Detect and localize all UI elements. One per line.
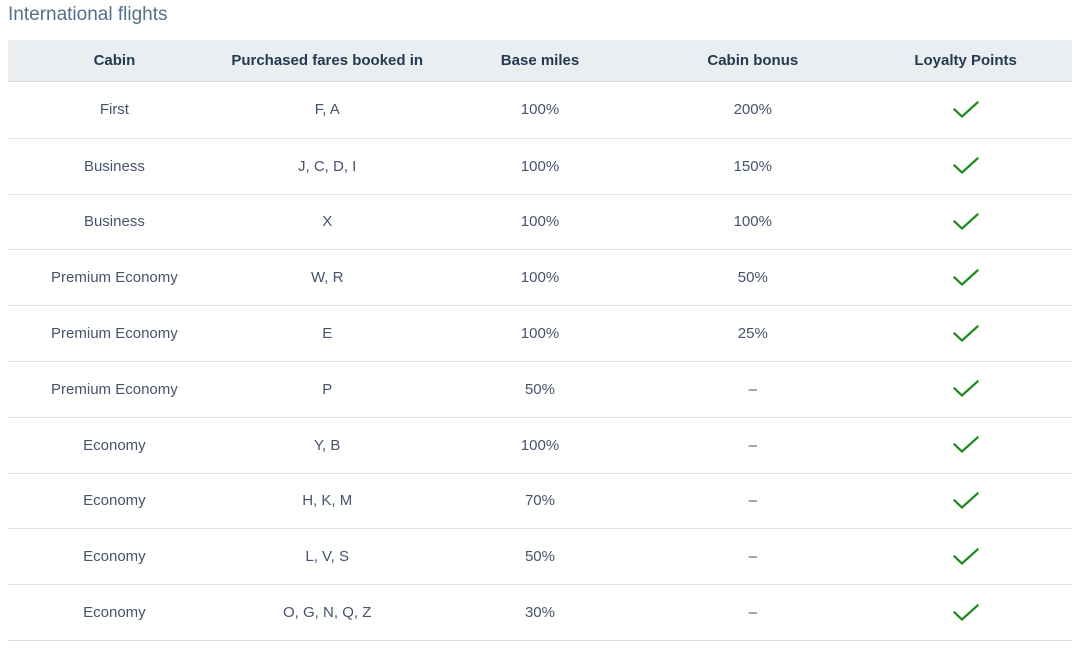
cell-purchased-fares: L, V, S [305,548,350,566]
cell-loyalty-points [859,100,1072,119]
international-flights-table: Cabin Purchased fares booked in Base mil… [8,40,1072,641]
table-row: Premium Economy W, R 100% 50% [8,249,1072,305]
cell-loyalty-points [859,212,1072,231]
cell-purchased-fares: E [322,325,333,343]
cell-cabin: Business [83,213,145,231]
cell-cabin-bonus: – [748,492,757,510]
table-header-row: Cabin Purchased fares booked in Base mil… [8,40,1072,82]
cell-base-miles: 100% [520,269,560,287]
table-body: First F, A 100% 200% Business J, C, D, I… [8,82,1072,640]
cell-cabin-bonus: – [748,548,757,566]
cell-loyalty-points [859,157,1072,175]
cell-base-miles: 70% [524,492,555,510]
cell-cabin-bonus: – [748,380,757,398]
column-header-cabin-bonus: Cabin bonus [707,52,799,69]
column-header-cabin: Cabin [93,52,136,69]
cell-loyalty-points [859,491,1072,510]
cell-loyalty-points [859,603,1072,622]
cell-cabin: Economy [83,492,146,510]
table-row: Business J, C, D, I 100% 150% [8,137,1072,194]
table-row: Economy H, K, M 70% – [8,472,1072,529]
column-header-purchased-fares: Purchased fares booked in [231,52,424,69]
cell-purchased-fares: F, A [314,101,340,119]
cell-cabin-bonus: 200% [733,101,772,119]
column-header-loyalty-points: Loyalty Points [914,52,1017,69]
cell-cabin: Economy [83,436,146,454]
table-row: Premium Economy P 50% – [8,360,1072,417]
cell-base-miles: 100% [520,157,560,175]
cell-cabin-bonus: 25% [737,325,768,343]
table-row: Premium Economy E 100% 25% [8,305,1072,361]
check-icon [952,268,979,286]
cell-loyalty-points [859,380,1072,398]
check-icon [952,324,979,342]
cell-loyalty-points [859,547,1072,566]
check-icon [952,380,979,398]
table-row: Economy Y, B 100% – [8,416,1072,473]
table-row: First F, A 100% 200% [8,82,1072,138]
cell-base-miles: 100% [520,436,560,454]
cell-loyalty-points [859,436,1072,454]
cell-purchased-fares: P [322,380,333,398]
cell-base-miles: 100% [520,101,560,119]
cell-purchased-fares: O, G, N, Q, Z [283,604,372,622]
column-header-base-miles: Base miles [500,52,580,69]
cell-cabin-bonus: 50% [737,269,768,287]
cell-purchased-fares: Y, B [313,436,341,454]
cell-cabin: Premium Economy [51,325,178,343]
check-icon [952,436,979,454]
cell-base-miles: 50% [524,548,555,566]
table-row: Economy L, V, S 50% – [8,528,1072,584]
cell-base-miles: 100% [520,213,560,231]
check-icon [952,547,979,565]
cell-cabin-bonus: – [748,436,757,454]
cell-cabin: Economy [83,548,146,566]
cell-cabin-bonus: 100% [733,213,772,231]
cell-purchased-fares: W, R [310,269,344,287]
check-icon [952,603,979,621]
cell-purchased-fares: X [322,213,333,231]
check-icon [952,100,979,118]
page-title: International flights [8,4,168,25]
cell-purchased-fares: H, K, M [302,492,353,510]
cell-cabin: First [99,101,129,119]
check-icon [952,491,979,509]
cell-loyalty-points [859,268,1072,287]
check-icon [952,157,979,175]
cell-cabin: Premium Economy [51,269,178,287]
cell-cabin: Business [83,157,145,175]
cell-base-miles: 30% [524,604,555,622]
check-icon [952,212,979,230]
cell-cabin-bonus: 150% [733,157,772,175]
cell-purchased-fares: J, C, D, I [298,157,357,175]
table-row: Economy O, G, N, Q, Z 30% – [8,584,1072,640]
table-row: Business X 100% 100% [8,193,1072,250]
cell-loyalty-points [859,324,1072,343]
cell-cabin: Economy [83,604,146,622]
cell-base-miles: 100% [520,325,560,343]
cell-cabin-bonus: – [748,604,757,622]
cell-cabin: Premium Economy [51,380,178,398]
cell-base-miles: 50% [524,380,555,398]
